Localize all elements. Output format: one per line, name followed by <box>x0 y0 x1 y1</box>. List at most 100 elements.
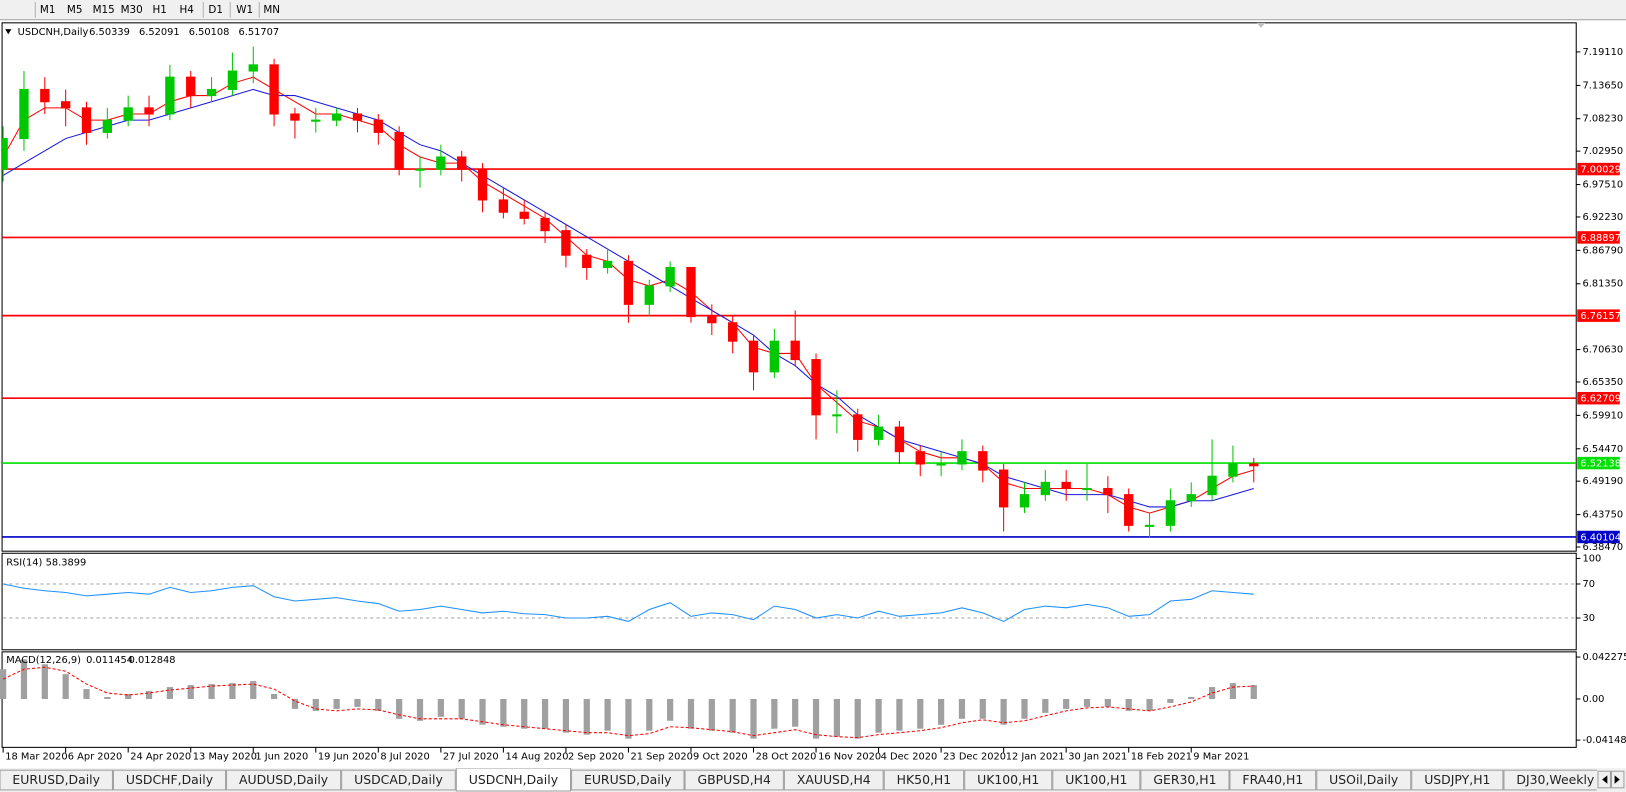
macd-bar <box>1000 698 1007 725</box>
macd-title: MACD(12,26,9) <box>6 655 81 666</box>
tab-background <box>1140 769 1230 791</box>
timeframe-button[interactable] <box>62 1 89 19</box>
macd-bar <box>333 698 340 709</box>
tab[interactable]: GER30,H1 <box>1140 769 1230 791</box>
x-tick-label: 8 Jul 2020 <box>380 752 429 763</box>
tab[interactable]: USDCAD,Daily <box>341 769 456 791</box>
candle-body <box>519 211 529 219</box>
timeframe-button[interactable] <box>174 1 201 19</box>
timeframe-button[interactable] <box>119 1 146 19</box>
candle-body <box>19 88 29 140</box>
macd-bar <box>0 669 7 699</box>
candle-body <box>415 168 425 171</box>
level-label: 6.76157 <box>1580 311 1621 322</box>
level-label: 6.52138 <box>1580 459 1621 470</box>
tab[interactable]: EURUSD,Daily <box>0 769 113 791</box>
quote-low: 6.50108 <box>189 27 230 38</box>
candle-body <box>331 113 342 121</box>
macd-bar <box>521 698 528 729</box>
timeframe-button[interactable] <box>91 1 118 19</box>
macd-bar <box>62 674 69 699</box>
candle-body <box>436 156 446 170</box>
candle-body <box>457 156 467 170</box>
timeframe-button[interactable] <box>35 1 62 19</box>
candle-body <box>623 260 634 305</box>
candle-body <box>561 230 571 256</box>
macd-bar <box>1083 698 1091 707</box>
y-tick-label: 100 <box>1582 553 1601 564</box>
tab[interactable]: USDCNH,Daily <box>455 768 572 792</box>
tab[interactable]: HK50,H1 <box>883 769 965 791</box>
tab-label: UK100,H1 <box>1065 772 1127 787</box>
y-tick-label: 0.042275 <box>1582 652 1626 663</box>
y-tick-label: 7.02950 <box>1582 146 1623 157</box>
macd-bar <box>354 698 361 707</box>
candle-body <box>811 359 821 416</box>
timeframe-button[interactable] <box>259 1 286 19</box>
macd-signal-line <box>2 666 1254 739</box>
tab[interactable]: DJ30,Weekly <box>1503 769 1607 791</box>
macd-bar <box>771 698 778 729</box>
macd-bar <box>1229 683 1237 699</box>
timeframe-button[interactable] <box>203 1 230 19</box>
tab[interactable]: XAUUSD,H4 <box>783 769 884 791</box>
timeframe-button[interactable] <box>147 1 174 19</box>
tab-label: USDCHF,Daily <box>126 772 213 787</box>
tab[interactable]: FRA40,H1 <box>1229 769 1317 791</box>
candle-body <box>498 199 509 213</box>
level-label-box <box>1577 309 1620 322</box>
tab-label: GBPUSD,H4 <box>697 772 771 787</box>
macd-bar <box>750 698 757 739</box>
x-tick-label: 18 Mar 2020 <box>5 752 67 763</box>
macd-bar <box>708 698 715 731</box>
collapse-arrow[interactable] <box>5 29 12 35</box>
macd-bar <box>687 698 695 729</box>
tab-label: EURUSD,Daily <box>584 772 672 787</box>
y-tick-label: 6.38470 <box>1582 542 1623 553</box>
tab[interactable]: UK100,H1 <box>964 769 1053 791</box>
y-tick-label: 6.54470 <box>1582 444 1623 455</box>
candle-body <box>2 138 8 170</box>
candle-body <box>602 260 613 269</box>
tab-label: EURUSD,Daily <box>12 772 100 787</box>
tab-scroll-left-arrow <box>1602 775 1608 784</box>
tab[interactable]: GBPUSD,H4 <box>684 769 784 791</box>
y-tick-label: 7.13650 <box>1582 80 1623 91</box>
quote-high: 6.52091 <box>139 27 180 38</box>
tab[interactable]: USDJPY,H1 <box>1411 769 1504 791</box>
macd-bar <box>229 683 236 699</box>
macd-bar <box>875 698 882 733</box>
tab-background <box>0 769 113 791</box>
macd-bar <box>187 685 194 699</box>
x-tick-label: 21 Sep 2020 <box>631 752 693 763</box>
x-tick-label: 23 Dec 2020 <box>943 752 1006 763</box>
tab-label: USOil,Daily <box>1329 772 1398 787</box>
macd-bar <box>125 694 132 699</box>
candle-body <box>832 414 842 417</box>
candle-body <box>311 119 321 122</box>
x-tick-label: 6 Apr 2020 <box>68 752 123 763</box>
x-tick-label: 9 Oct 2020 <box>693 752 748 763</box>
tab-label: USDJPY,H1 <box>1424 772 1490 787</box>
timeframe-button[interactable] <box>232 1 259 19</box>
tab[interactable]: UK100,H1 <box>1052 769 1141 791</box>
tab-label: GER30,H1 <box>1153 772 1216 787</box>
tab-background <box>1316 769 1412 791</box>
y-tick-label: 7.19110 <box>1582 47 1623 58</box>
candle-body <box>769 340 780 373</box>
date-axis: 18 Mar 2020 6 Apr 2020 24 Apr 2020 13 May 2… <box>2 747 1249 763</box>
candle-body <box>373 119 383 133</box>
x-tick-label: 19 Jun 2020 <box>318 752 377 763</box>
tab[interactable]: USOil,Daily <box>1316 769 1412 791</box>
macd-bar <box>41 664 48 699</box>
candle-body <box>102 119 113 133</box>
macd-bar <box>896 698 903 731</box>
tab-background <box>341 769 456 791</box>
tab[interactable]: EURUSD,Daily <box>571 769 685 791</box>
tab[interactable]: USDCHF,Daily <box>112 769 227 791</box>
tab[interactable]: AUDUSD,Daily <box>226 769 342 791</box>
macd-bar <box>1104 698 1111 707</box>
tab-label: USDCAD,Daily <box>354 772 443 787</box>
y-tick-label: 6.70630 <box>1582 345 1623 356</box>
macd-bar <box>1250 685 1257 699</box>
